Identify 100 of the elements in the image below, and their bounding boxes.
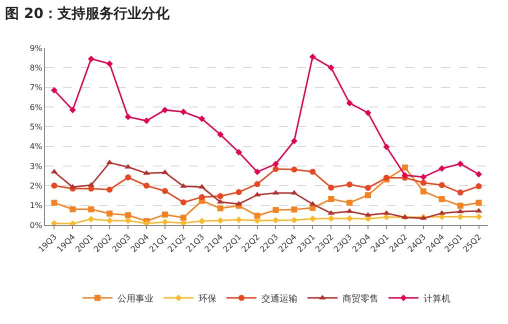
- point: [420, 188, 426, 194]
- point: [180, 214, 186, 221]
- point: [180, 220, 187, 225]
- point: [125, 212, 132, 218]
- point: [50, 87, 58, 94]
- point: [291, 206, 298, 212]
- point: [364, 212, 372, 217]
- y-tick-label: 1%: [30, 201, 43, 210]
- point: [254, 217, 261, 224]
- point: [88, 56, 94, 62]
- point: [272, 160, 279, 168]
- point: [236, 189, 242, 196]
- point: [457, 213, 464, 220]
- point: [106, 217, 113, 224]
- point: [162, 188, 168, 194]
- legend-label: 商贸零售: [342, 293, 378, 304]
- y-tick-label: 2%: [30, 181, 43, 190]
- point: [50, 220, 58, 225]
- y-tick-label: 6%: [30, 102, 43, 112]
- legend-label: 交通运输: [262, 293, 298, 304]
- point: [198, 194, 205, 200]
- point: [69, 220, 76, 225]
- point: [346, 181, 353, 188]
- point: [328, 196, 334, 202]
- point: [162, 106, 168, 114]
- point: [309, 215, 316, 222]
- point: [457, 202, 464, 209]
- point: [217, 193, 224, 200]
- legend-label: 环保: [198, 293, 216, 304]
- point: [328, 184, 334, 191]
- point: [328, 215, 334, 222]
- y-tick-label: 4%: [30, 142, 43, 152]
- point: [476, 183, 482, 190]
- point: [328, 64, 334, 71]
- point: [438, 165, 446, 172]
- point: [217, 217, 224, 224]
- y-tick-label: 7%: [30, 83, 43, 92]
- point: [420, 180, 426, 186]
- point: [365, 184, 372, 191]
- point: [144, 182, 150, 189]
- y-tick-label: 5%: [30, 122, 43, 132]
- point: [162, 218, 168, 225]
- point: [88, 216, 94, 222]
- point: [383, 210, 390, 215]
- point: [217, 131, 224, 138]
- point: [236, 216, 242, 223]
- point: [346, 100, 353, 106]
- point: [402, 172, 408, 178]
- point: [291, 166, 298, 173]
- point: [162, 169, 168, 174]
- point: [457, 160, 464, 168]
- y-tick-label: 3%: [30, 162, 43, 171]
- point: [254, 181, 260, 188]
- point: [310, 168, 316, 175]
- point: [106, 60, 113, 67]
- point: [124, 217, 132, 224]
- point: [290, 216, 298, 224]
- point: [346, 215, 353, 222]
- point: [309, 54, 316, 60]
- point: [51, 182, 58, 189]
- point: [476, 171, 482, 178]
- point: [383, 214, 390, 220]
- point: [106, 210, 113, 217]
- point: [365, 192, 372, 198]
- y-tick-label: 0%: [30, 220, 43, 230]
- point: [420, 174, 427, 180]
- point: [476, 200, 482, 206]
- point: [198, 218, 206, 224]
- point: [402, 164, 408, 171]
- legend-label: 计算机: [424, 293, 450, 304]
- point: [198, 116, 206, 122]
- point: [290, 138, 298, 144]
- point: [162, 212, 168, 218]
- point: [180, 108, 187, 116]
- point: [143, 118, 150, 124]
- point: [106, 186, 113, 193]
- point: [364, 110, 372, 116]
- point: [438, 196, 445, 202]
- point: [346, 200, 353, 206]
- y-tick-label: 9%: [30, 44, 43, 53]
- point: [272, 207, 279, 214]
- point: [272, 217, 279, 224]
- point: [69, 106, 76, 114]
- point: [124, 114, 132, 120]
- point: [180, 199, 186, 206]
- point: [51, 200, 58, 206]
- point: [88, 206, 94, 212]
- point: [383, 144, 390, 150]
- point: [254, 212, 260, 219]
- point: [70, 206, 76, 212]
- legend-label: 公用事业: [118, 293, 154, 304]
- point: [438, 182, 445, 188]
- point: [217, 205, 224, 212]
- point: [236, 148, 242, 156]
- point: [143, 170, 150, 175]
- point: [254, 168, 261, 176]
- point: [476, 213, 482, 220]
- y-tick-label: 8%: [30, 63, 43, 72]
- chart-title: 图 20：支持服务行业分化: [5, 6, 170, 22]
- point: [457, 190, 464, 196]
